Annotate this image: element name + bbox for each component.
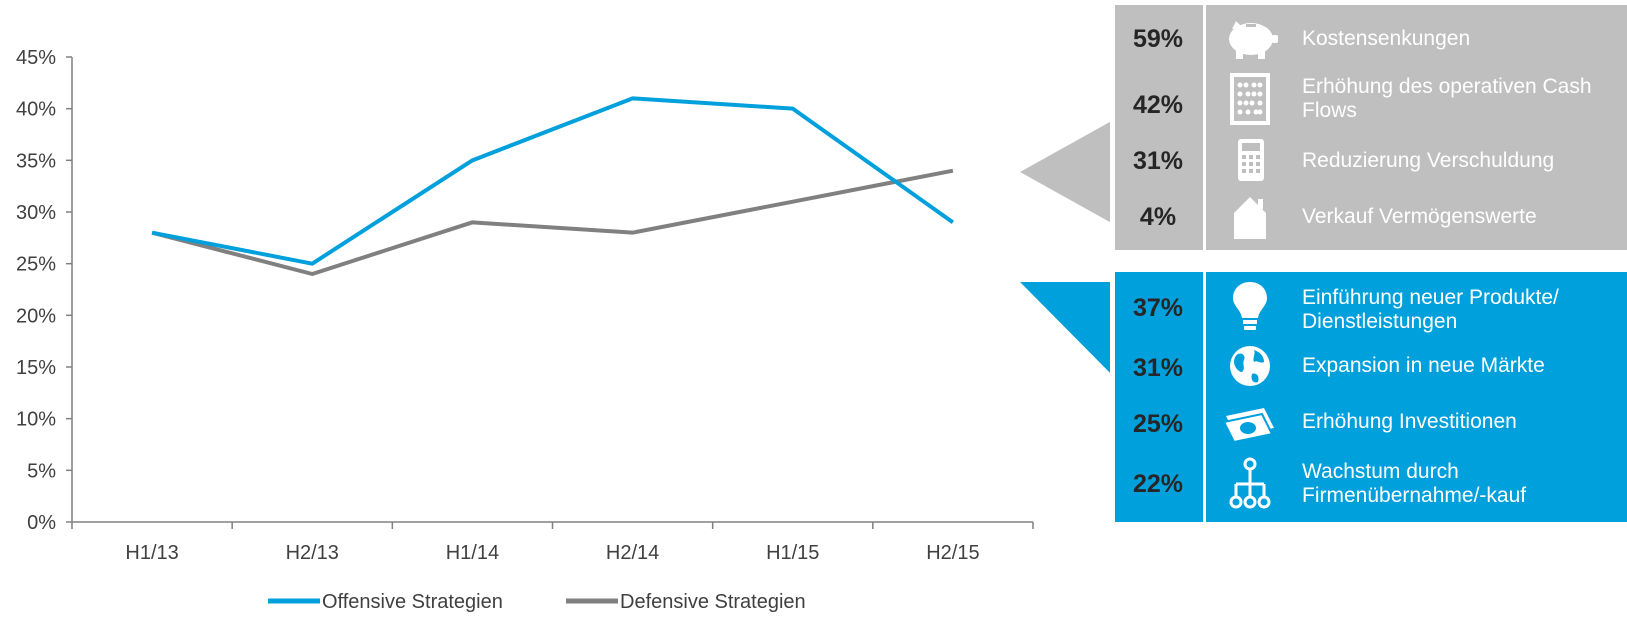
defensive-item-pct: 31% (1132, 147, 1184, 175)
x-tick-label: H2/15 (926, 542, 979, 564)
y-tick-label: 10% (16, 409, 56, 431)
defensive-item-label: Kostensenkungen (1302, 27, 1471, 50)
x-tick-label: H2/14 (606, 542, 659, 564)
lightbulb-icon (1233, 282, 1267, 330)
y-tick-labels: 0% 5% 10% 15% 20% 25% 30% 35% 40% 45% (16, 47, 56, 534)
defensive-panel-background (1115, 5, 1627, 250)
legend-label: Offensive Strategien (322, 591, 503, 613)
x-tick-labels: H1/13 H2/13 H1/14 H2/14 H1/15 H2/15 (125, 542, 979, 564)
defensive-item-pct: 59% (1132, 25, 1184, 53)
x-tick-label: H2/13 (286, 542, 339, 564)
defensive-item-3: 31% Reduzierung Verschuldung (1115, 135, 1627, 185)
y-tick-label: 5% (27, 460, 56, 482)
offensive-item-pct: 22% (1132, 470, 1184, 498)
defensive-item-pct: 4% (1139, 203, 1177, 231)
defensive-item-label: Verkauf Vermögenswerte (1302, 205, 1537, 228)
offensive-item-2: 31% Expansion in neue Märkte (1115, 340, 1627, 392)
y-tick-label: 20% (16, 305, 56, 327)
offensive-item-pct: 37% (1132, 294, 1184, 322)
series-line-offensive-strategien (151, 96, 955, 266)
calculator-icon (1238, 139, 1264, 181)
money-icon (1222, 408, 1274, 444)
x-tick-label: H1/15 (766, 542, 819, 564)
x-tick-label: H1/13 (125, 542, 178, 564)
offensive-panel-background (1115, 272, 1627, 522)
globe-icon (1230, 346, 1270, 386)
y-tick-label: 35% (16, 150, 56, 172)
y-tick-label: 0% (27, 512, 56, 534)
offensive-item-label: Wachstum durch Firmenübernahme/-kauf (1302, 460, 1527, 507)
y-tick-label: 25% (16, 254, 56, 276)
offensive-pointer (1020, 282, 1110, 373)
legend: Offensive Strategien Defensive Strategien (268, 591, 806, 613)
offensive-item-1: 37% Einführung neuer Produkte/ Dienstlei… (1115, 276, 1627, 336)
defensive-item-label: Erhöhung des operativen Cash Flows (1302, 75, 1592, 122)
defensive-item-pct: 42% (1132, 91, 1184, 119)
offensive-strategies-panel: 37% Einführung neuer Produkte/ Dienstlei… (1115, 272, 1627, 522)
offensive-item-3: 25% Erhöhung Investitionen (1115, 396, 1627, 448)
line-chart: 0%5%10%15%20%25%30%35%40%45% H1/13 H2/13 H… (16, 47, 1110, 613)
defensive-pointer (1020, 121, 1110, 223)
legend-label: Defensive Strategien (620, 591, 806, 613)
series-line-defensive-strategien (151, 168, 954, 276)
defensive-item-label: Reduzierung Verschuldung (1302, 149, 1555, 172)
panel-divider (1203, 5, 1206, 250)
y-tick-label: 40% (16, 99, 56, 121)
offensive-item-label: Erhöhung Investitionen (1302, 410, 1517, 433)
org-chart-icon (1229, 457, 1271, 509)
piggy-bank-icon (1229, 21, 1278, 59)
abacus-icon (1230, 73, 1270, 125)
chart-axes (66, 56, 1034, 529)
offensive-item-label: Expansion in neue Märkte (1302, 354, 1545, 377)
y-tick-label: 30% (16, 202, 56, 224)
panel-divider (1203, 272, 1206, 522)
y-tick-label: 45% (16, 47, 56, 69)
offensive-item-label: Einführung neuer Produkte/ Dienstleistun… (1302, 286, 1559, 333)
defensive-item-1: 59% Kostensenkungen (1115, 13, 1627, 63)
defensive-strategies-panel: 59% Kostensenkungen 42% Erhöhung des ope… (1115, 5, 1627, 250)
offensive-item-4: 22% Wachstum durch Firmenübernahme/-kauf (1115, 452, 1627, 516)
defensive-item-4: 4% Verkauf Vermögenswerte (1115, 191, 1627, 241)
x-tick-label: H1/14 (446, 542, 499, 564)
series-lines (151, 96, 955, 276)
y-tick-label: 15% (16, 357, 56, 379)
offensive-item-pct: 25% (1132, 410, 1184, 438)
defensive-item-2: 42% Erhöhung des operativen Cash Flows (1115, 71, 1627, 129)
offensive-item-pct: 31% (1132, 354, 1184, 382)
house-icon (1234, 197, 1266, 239)
